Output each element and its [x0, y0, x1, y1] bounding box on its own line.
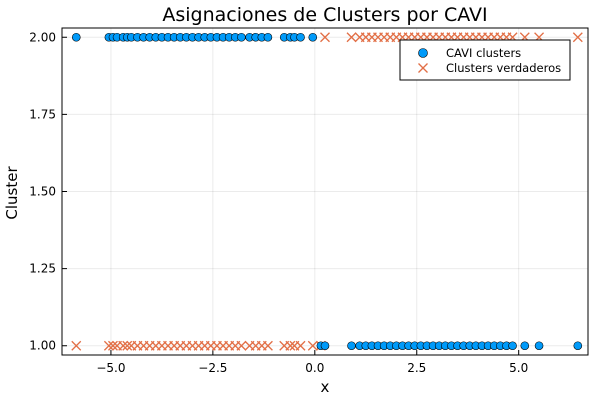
cavi-cluster-point [237, 32, 246, 42]
legend-label-true: Clusters verdaderos [446, 61, 561, 75]
chart-title: Asignaciones de Clusters por CAVI [162, 4, 487, 26]
cavi-cluster-point [534, 341, 544, 351]
true-cluster-point [236, 340, 247, 351]
y-tick-label: 1.00 [29, 339, 56, 353]
x-tick-label: −2.5 [198, 361, 227, 375]
legend: CAVI clusters Clusters verdaderos [399, 39, 571, 81]
cavi-cluster-point [347, 341, 356, 351]
true-cluster-point [71, 340, 82, 351]
true-cluster-point [122, 340, 133, 351]
true-cluster-point [285, 340, 296, 351]
true-cluster-point [307, 340, 318, 351]
cavi-cluster-point [71, 32, 81, 42]
series-cavi-clusters [71, 32, 583, 351]
true-cluster-point [108, 340, 118, 351]
y-tick-label: 1.25 [29, 262, 56, 276]
legend-marker-cavi [418, 48, 428, 58]
x-tick-label: 2.5 [407, 361, 426, 375]
cavi-cluster-point [308, 32, 318, 42]
true-cluster-point [103, 340, 114, 351]
true-cluster-point [320, 32, 330, 43]
legend-box [399, 39, 571, 81]
true-cluster-point [118, 340, 129, 351]
y-axis-label: Cluster [3, 166, 21, 220]
y-axis: 1.00 1.25 1.50 1.75 2.00 [29, 30, 67, 353]
y-tick-label: 2.00 [29, 30, 56, 44]
cavi-cluster-point [573, 341, 583, 351]
true-cluster-point [346, 32, 357, 43]
legend-marker-true [418, 63, 428, 73]
cavi-cluster-point [263, 32, 273, 42]
x-axis-label: x [321, 378, 330, 396]
x-axis: −5.0 −2.5 0.0 2.5 5.0 [96, 350, 528, 375]
true-cluster-point [295, 340, 306, 351]
x-tick-label: −5.0 [96, 361, 125, 375]
cavi-cluster-point [320, 341, 330, 351]
y-tick-label: 1.75 [29, 107, 56, 121]
y-tick-label: 1.50 [29, 185, 56, 199]
cavi-cluster-point [520, 341, 530, 351]
x-tick-label: 0.0 [305, 361, 324, 375]
cavi-cluster-point [508, 341, 517, 351]
true-cluster-point [572, 32, 583, 43]
x-tick-label: 5.0 [509, 361, 528, 375]
true-cluster-point [262, 340, 273, 351]
legend-label-cavi: CAVI clusters [446, 46, 521, 60]
cavi-cluster-point [296, 32, 305, 42]
